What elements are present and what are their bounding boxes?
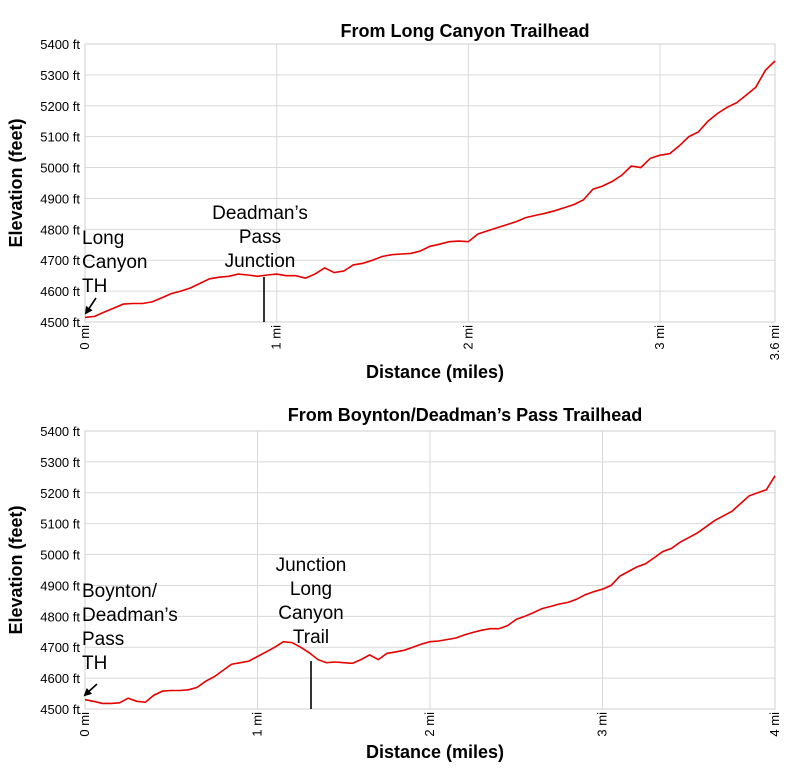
x-tick-label: 2 mi (422, 712, 437, 737)
annotation-line: Boynton/ (82, 581, 158, 602)
y-tick-label: 5400 ft (40, 424, 80, 439)
y-tick-label: 5000 ft (40, 161, 80, 176)
y-tick-label: 4700 ft (40, 640, 80, 655)
annotation-arrow (83, 683, 98, 697)
plot-frame (84, 430, 776, 710)
annotation-line: TH (82, 276, 107, 297)
x-tick-label: 0 mi (77, 712, 92, 737)
y-tick-label: 4800 ft (40, 222, 80, 237)
annotation-line: Trail (293, 627, 329, 648)
annotation-label: Boynton/Deadman’s Pass TH (82, 581, 178, 674)
y-tick-label: 4600 ft (40, 671, 80, 686)
annotation-line: Junction (225, 251, 296, 272)
y-axis-label: Elevation (feet) (6, 118, 26, 247)
y-tick-label: 5300 ft (40, 455, 80, 470)
annotation-line: Deadman’s (212, 203, 308, 224)
annotation-label: Junction Long Canyon Trail (276, 555, 347, 648)
chart-title: From Long Canyon Trailhead (340, 21, 589, 41)
x-tick-label: 4 mi (767, 712, 782, 737)
annotation-line: TH (82, 653, 107, 674)
y-tick-label: 5200 ft (40, 99, 80, 114)
y-axis-label: Elevation (feet) (6, 505, 26, 634)
annotation-label: Long Canyon TH (82, 228, 148, 297)
x-tick-label: 0 mi (77, 325, 92, 350)
elevation-line (84, 60, 776, 319)
annotation-line: Pass (239, 227, 281, 248)
annotation-line: Long (82, 228, 124, 249)
y-tick-label: 4800 ft (40, 609, 80, 624)
y-tick-label: 5200 ft (40, 486, 80, 501)
annotation-line: Pass (82, 629, 124, 650)
x-tick-label: 1 mi (250, 712, 265, 737)
x-tick-label: 3 mi (652, 325, 667, 350)
chart-panel-2: From Boynton/Deadman’s Pass Trailhead 450… (6, 405, 782, 762)
annotation-line: Deadman’s (82, 605, 178, 626)
x-axis-label: Distance (miles) (366, 742, 504, 762)
x-axis-label: Distance (miles) (366, 362, 504, 382)
x-tick-label: 3.6 mi (767, 325, 782, 361)
plot-frame (84, 43, 776, 323)
annotation-line: Canyon (82, 252, 148, 273)
y-tick-label: 5400 ft (40, 37, 80, 52)
y-tick-label: 4500 ft (40, 315, 80, 330)
x-tick-label: 3 mi (595, 712, 610, 737)
y-tick-label: 4900 ft (40, 578, 80, 593)
chart-panel-1: From Long Canyon Trailhead 4500 ft 4600 ft… (6, 21, 782, 382)
y-tick-label: 5300 ft (40, 68, 80, 83)
y-tick-label: 4900 ft (40, 191, 80, 206)
y-tick-label: 5100 ft (40, 130, 80, 145)
chart-title: From Boynton/Deadman’s Pass Trailhead (288, 405, 642, 425)
y-tick-label: 5100 ft (40, 517, 80, 532)
annotation-arrow (84, 297, 97, 315)
x-tick-label: 1 mi (269, 325, 284, 350)
annotation-line: Junction (276, 555, 347, 576)
y-tick-label: 4700 ft (40, 253, 80, 268)
elevation-line (84, 475, 776, 705)
y-tick-label: 5000 ft (40, 548, 80, 563)
x-tick-label: 2 mi (460, 325, 475, 350)
annotation-line: Canyon (278, 603, 344, 624)
y-tick-label: 4500 ft (40, 702, 80, 717)
y-tick-label: 4600 ft (40, 284, 80, 299)
annotation-label: Deadman’s Pass Junction (212, 203, 308, 272)
annotation-line: Long (290, 579, 332, 600)
